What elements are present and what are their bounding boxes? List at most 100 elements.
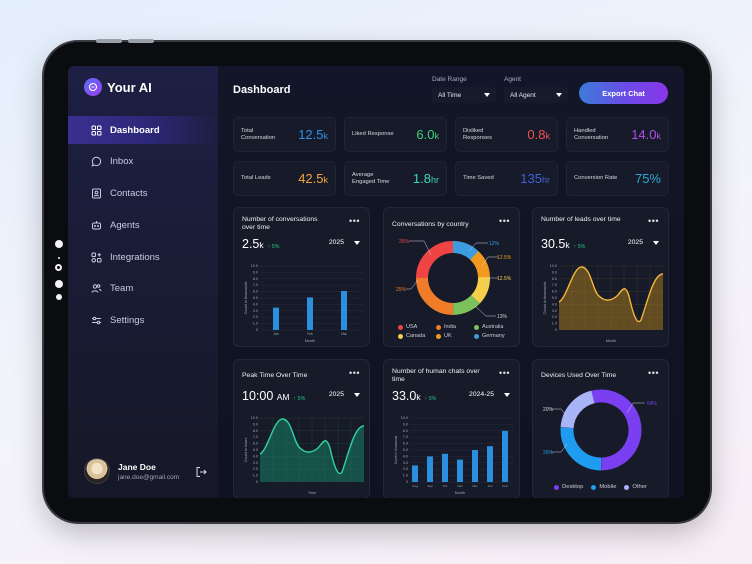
svg-text:7.0: 7.0: [253, 435, 258, 439]
svg-text:2.0: 2.0: [253, 315, 258, 319]
more-options-icon[interactable]: •••: [499, 368, 510, 378]
svg-text:8.0: 8.0: [253, 277, 258, 281]
more-options-icon[interactable]: •••: [349, 368, 360, 378]
legend-item: India: [436, 324, 474, 330]
chat-bubble-icon: [91, 156, 102, 167]
agent-filter: Agent All Agent: [504, 76, 568, 103]
sliders-icon: [91, 315, 102, 326]
more-options-icon[interactable]: •••: [349, 216, 360, 226]
user-profile[interactable]: Jane Doe jane.doe@gmail.com: [84, 458, 207, 484]
grid-icon: [91, 125, 102, 136]
sidebar-item-inbox[interactable]: Inbox: [68, 148, 218, 176]
card-title: Devices Used Over Time: [541, 372, 617, 379]
legend-item: UK: [436, 333, 474, 339]
sidebar-item-team[interactable]: Team: [68, 275, 218, 303]
agent-label: Agent: [504, 76, 521, 83]
agent-select[interactable]: All Agent: [504, 87, 568, 103]
stat-card: Disliked Responses 0.8k: [455, 117, 558, 152]
year-select[interactable]: 2024-25: [469, 391, 510, 398]
stat-value: 6.0k: [416, 127, 439, 142]
svg-text:Month: Month: [305, 339, 316, 343]
svg-text:1.0: 1.0: [253, 474, 258, 478]
area-chart: 10.0 9.0 8.0 7.0 6.0 5.0 4.0 3.0 2.0 1.0 0 Count i…: [244, 416, 365, 495]
stat-card: Conversion Rate 75%: [566, 161, 669, 196]
svg-text:13%: 13%: [497, 314, 508, 320]
svg-text:7.0: 7.0: [403, 435, 408, 439]
svg-text:20%: 20%: [543, 407, 554, 413]
contact-card-icon: [91, 188, 102, 199]
stat-label: Total Leads: [241, 175, 271, 182]
headline-value: 2.5k ↑ 5%: [242, 237, 280, 251]
svg-text:6.0: 6.0: [403, 442, 408, 446]
sidebar-item-label: Contacts: [110, 188, 148, 200]
card-title: Conversations by country: [392, 221, 469, 228]
more-options-icon[interactable]: •••: [499, 216, 510, 226]
chart-legend: Desktop Mobile Other: [533, 484, 668, 490]
stat-card: Liked Response 6.0k: [344, 117, 447, 152]
stat-label: Total Conversation: [241, 127, 276, 141]
legend-item: USA: [398, 324, 436, 330]
donut-chart: 25% 25% 12% 12.5% 12.5% 13%: [396, 239, 512, 320]
svg-text:2.0: 2.0: [403, 467, 408, 471]
svg-text:Jan: Jan: [273, 332, 278, 336]
stat-label: Time Saved: [463, 175, 494, 182]
svg-text:2.0: 2.0: [552, 315, 557, 319]
svg-text:10.0: 10.0: [550, 264, 557, 268]
sidebar-item-settings[interactable]: Settings: [68, 307, 218, 335]
svg-text:Month: Month: [606, 339, 617, 343]
svg-text:4.0: 4.0: [253, 454, 258, 458]
svg-text:8.0: 8.0: [403, 429, 408, 433]
logout-icon[interactable]: [195, 465, 207, 477]
date-range-select[interactable]: All Time: [432, 87, 496, 103]
year-select[interactable]: 2025: [329, 239, 360, 246]
svg-text:Dec: Dec: [472, 484, 478, 488]
tablet-button: [128, 39, 154, 43]
svg-text:3.0: 3.0: [253, 309, 258, 313]
team-icon: [91, 283, 102, 294]
svg-text:3.0: 3.0: [552, 309, 557, 313]
svg-text:7.0: 7.0: [253, 283, 258, 287]
card-title: Number of leads over time: [541, 216, 621, 223]
integrations-icon: [91, 252, 102, 263]
stat-card: Time Saved 135hr: [455, 161, 558, 196]
trend-badge: ↑ 5%: [293, 396, 306, 402]
sidebar-item-label: Settings: [110, 315, 145, 327]
sidebar-item-integrations[interactable]: Integrations: [68, 243, 218, 271]
country-chart-card: Conversations by country ••• 25% 25% 12% 12…: [383, 207, 520, 347]
year-select[interactable]: 2025: [329, 391, 360, 398]
conversations-chart-card: Number of conversations over time ••• 2.…: [233, 207, 370, 347]
sidebar-item-label: Inbox: [110, 156, 134, 168]
more-options-icon[interactable]: •••: [648, 216, 659, 226]
svg-text:25%: 25%: [396, 287, 407, 293]
export-chat-button[interactable]: Export Chat: [579, 82, 668, 104]
sidebar-item-contacts[interactable]: Contacts: [68, 180, 218, 208]
legend-item: Australia: [474, 324, 520, 330]
svg-text:9.0: 9.0: [552, 270, 557, 274]
svg-text:0: 0: [256, 480, 258, 484]
svg-text:Sep: Sep: [427, 484, 433, 488]
stat-value: 12.5k: [298, 127, 328, 142]
svg-text:2.0: 2.0: [253, 467, 258, 471]
svg-text:12.5%: 12.5%: [497, 255, 512, 261]
svg-text:Count in thousands: Count in thousands: [244, 282, 248, 315]
sidebar-item-dashboard[interactable]: Dashboard: [68, 116, 218, 144]
human-chats-chart-card: Number of human chats over time ••• 33.0…: [383, 359, 520, 498]
svg-text:9.0: 9.0: [253, 270, 258, 274]
stat-value: 14.0k: [631, 127, 661, 142]
sidebar-item-agents[interactable]: Agents: [68, 211, 218, 239]
svg-text:10.0: 10.0: [401, 416, 408, 420]
date-range-value: All Time: [438, 91, 462, 99]
year-select[interactable]: 2025: [628, 239, 659, 246]
headline-value: 10:00 AM ↑ 5%: [242, 389, 306, 403]
stat-card: Total Leads 42.5k: [233, 161, 336, 196]
svg-text:54%: 54%: [647, 401, 658, 407]
svg-text:Time: Time: [308, 491, 316, 495]
svg-text:Mar: Mar: [341, 332, 347, 336]
svg-text:5.0: 5.0: [552, 296, 557, 300]
sidebar-nav: Dashboard Inbox Contacts Agents Integrat…: [68, 116, 218, 339]
svg-text:Count in thousands: Count in thousands: [394, 435, 398, 464]
app-logo[interactable]: Your AI: [84, 78, 152, 96]
more-options-icon[interactable]: •••: [648, 368, 659, 378]
caret-down-icon: [556, 93, 562, 97]
svg-text:Aug: Aug: [412, 484, 418, 488]
